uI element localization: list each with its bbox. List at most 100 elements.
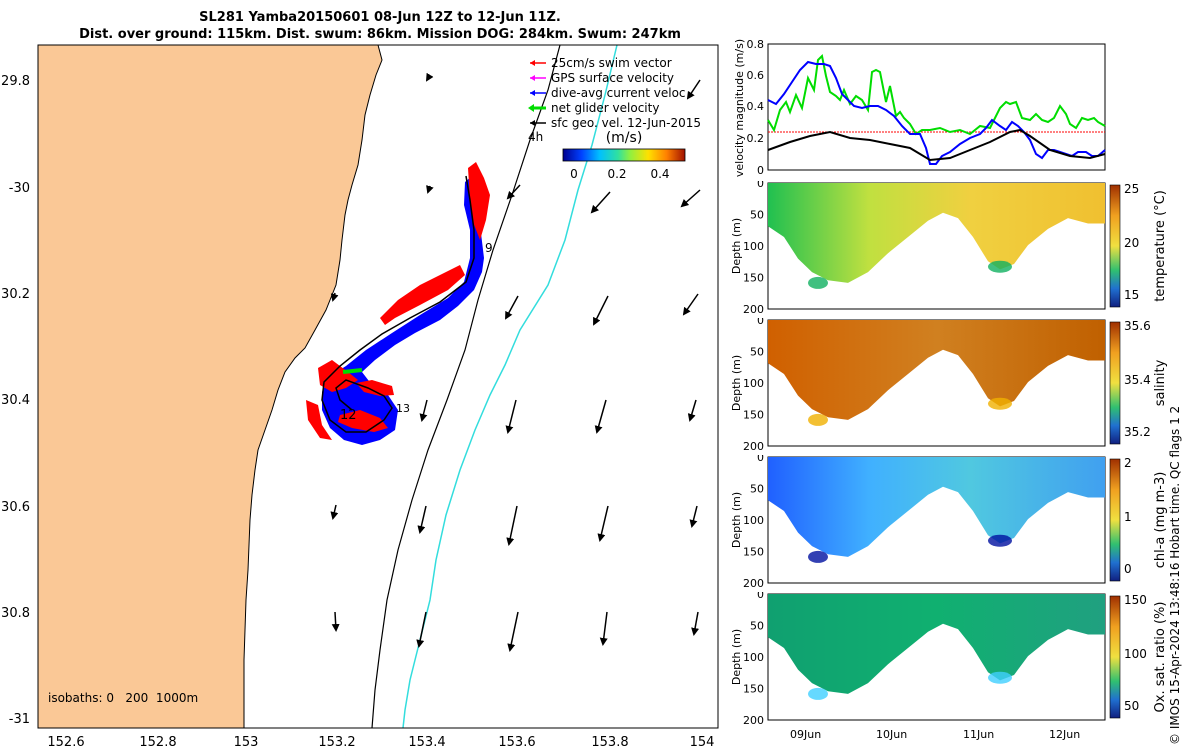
imos-credit: © IMOS 15-Apr-2024 13:48:16 Hobart time.… (1168, 405, 1182, 745)
plot-title-line2: Dist. over ground: 115km. Dist. swum: 86… (79, 27, 681, 42)
colorbar-ticks: 0 0.2 0.4 (570, 167, 669, 181)
depth-tick: 150 (743, 683, 764, 696)
colorbar-tick: 20 (1124, 236, 1139, 250)
time-tick-12jun: 12Jun (1049, 728, 1081, 741)
depth-tick: 100 (743, 377, 764, 390)
lon-tick: 154 (690, 735, 715, 750)
depth-tick: 50 (750, 620, 764, 633)
depth-tick: 150 (743, 546, 764, 559)
map-panel: 9 12 13 4h 29.8 -30 30.2 30.4 30.6 30.8 … (1, 44, 719, 750)
section-panel-temperature: 0 50 100 150 200 Depth (m) 25 20 15 temperature (… (730, 181, 1168, 316)
colorbar-tick: 100 (1124, 647, 1147, 661)
sfc-velocity-arrows (330, 72, 701, 652)
depth-ylabel: Depth (m) (730, 218, 743, 274)
legend-gps-velocity: GPS surface velocity (551, 71, 674, 85)
colorbar-label-salinity: salinity (1153, 359, 1168, 406)
depth-tick: 50 (750, 483, 764, 496)
time-mark-9: 9 (485, 241, 493, 255)
colorbar-tick: 150 (1124, 593, 1147, 607)
map-legend: 25cm/s swim vector GPS surface velocity … (528, 56, 701, 130)
swim-vector-swath (306, 162, 490, 440)
section-data-oxygen (768, 594, 1105, 694)
lat-tick: -30 (9, 181, 30, 196)
lon-tick: 153.8 (591, 735, 628, 750)
colorbar-tick: 35.4 (1124, 373, 1151, 387)
legend-swim-vector: 25cm/s swim vector (551, 56, 672, 70)
section-data-salinity (768, 320, 1105, 420)
isobath-200m (371, 45, 561, 728)
colorbar-tick: 0.4 (650, 167, 669, 181)
lat-tick: -31 (9, 712, 30, 727)
depth-tick: 100 (743, 514, 764, 527)
depth-tick: 100 (743, 651, 764, 664)
dive-avg-current-series (767, 60, 1106, 165)
speed-colorbar (562, 148, 686, 162)
velocity-ytick: 0.4 (747, 100, 765, 113)
colorbar-temperature (1109, 184, 1121, 308)
net-glider-velocity (342, 368, 363, 374)
lon-axis: 152.6 152.8 153 153.2 153.4 153.6 153.8 … (47, 735, 714, 750)
colorbar-label-temperature: temperature (°C) (1153, 190, 1168, 302)
legend-net-velocity: net glider velocity (551, 101, 659, 115)
colorbar-oxygen (1109, 595, 1121, 719)
depth-tick: 100 (743, 240, 764, 253)
depth-ylabel: Depth (m) (730, 492, 743, 548)
lat-tick: 30.2 (1, 287, 30, 302)
velocity-ytick: 0.8 (747, 38, 765, 51)
colorbar-tick: 25 (1124, 182, 1139, 196)
depth-tick: 200 (743, 714, 764, 727)
lon-tick: 153.6 (498, 735, 535, 750)
section-panel-salinity: 0 50 100 150 200 Depth (m) 35.6 35.4 35.2 salinit… (730, 318, 1168, 453)
colorbar-tick: 2 (1124, 456, 1132, 470)
depth-tick: 200 (743, 577, 764, 590)
lon-tick: 153.4 (408, 735, 445, 750)
depth-ylabel: Depth (m) (730, 629, 743, 685)
colorbar-salinity (1109, 321, 1121, 445)
depth-tick: 50 (750, 346, 764, 359)
isobath-1000m (402, 45, 618, 728)
colorbar-tick: 35.2 (1124, 425, 1151, 439)
glider-track (321, 175, 475, 433)
colorbar-chla (1109, 458, 1121, 582)
net-velocity-series (767, 53, 1106, 136)
depth-tick: 0 (757, 181, 764, 190)
colorbar-tick: 0 (570, 167, 578, 181)
lon-tick: 152.6 (47, 735, 84, 750)
time-tick-10jun: 10Jun (876, 728, 908, 741)
colorbar-tick: 1 (1124, 510, 1132, 524)
depth-tick: 0 (757, 455, 764, 464)
lat-tick: 30.4 (1, 393, 30, 408)
depth-tick: 200 (743, 440, 764, 453)
time-tick-11jun: 11Jun (963, 728, 995, 741)
lon-tick: 152.8 (139, 735, 176, 750)
depth-tick: 0 (757, 318, 764, 327)
lon-tick: 153 (234, 735, 259, 750)
map-frame (37, 44, 719, 729)
time-axis: 09Jun 10Jun 11Jun 12Jun (768, 728, 1105, 748)
lat-tick: 30.8 (1, 606, 30, 621)
depth-tick: 50 (750, 209, 764, 222)
time-mark-12: 12 (340, 408, 357, 423)
velocity-magnitude-chart: 0 0.2 0.4 0.6 0.8 velocity magnitude (m/… (733, 38, 1106, 177)
time-tick-09jun: 09Jun (790, 728, 822, 741)
isobaths-label: isobaths: 0 200 1000m (48, 691, 198, 705)
velocity-ytick: 0.6 (747, 69, 765, 82)
depth-tick: 200 (743, 303, 764, 316)
velocity-yticks: 0 0.2 0.4 0.6 0.8 (747, 38, 765, 177)
colorbar-tick: 0.2 (607, 167, 626, 181)
legend-dive-avg-current: dive-avg current veloc (551, 86, 686, 100)
depth-tick: 0 (757, 592, 764, 601)
dive-avg-current-swath (322, 176, 484, 445)
time-mark-4h: 4h (528, 130, 543, 144)
depth-tick: 150 (743, 409, 764, 422)
depth-ylabel: Depth (m) (730, 355, 743, 411)
colorbar-tick: 15 (1124, 288, 1139, 302)
lat-tick: 30.6 (1, 500, 30, 515)
lat-axis: 29.8 -30 30.2 30.4 30.6 30.8 -31 (1, 74, 30, 727)
time-mark-13: 13 (396, 402, 410, 415)
plot-title-line1: SL281 Yamba20150601 08-Jun 12Z to 12-Jun… (199, 10, 561, 25)
lon-tick: 153.2 (318, 735, 355, 750)
section-panel-chla: 0 50 100 150 200 Depth (m) 2 1 0 chl-a (mg m-3) (730, 455, 1168, 590)
velocity-ytick: 0.2 (747, 132, 765, 145)
